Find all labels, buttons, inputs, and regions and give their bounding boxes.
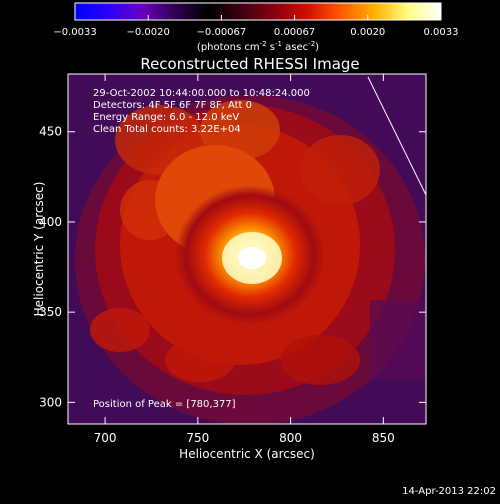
colorbar-tick-label: 0.00067 — [274, 27, 315, 38]
y-axis-ticks: 300 350 400 450 — [39, 125, 426, 409]
limb-line — [367, 76, 426, 196]
colorbar-tick-label: −0.0033 — [53, 27, 96, 38]
annotation-energy-range: Energy Range: 6.0 - 12.0 keV — [93, 112, 239, 123]
colorbar-tick-label: 0.0033 — [424, 27, 459, 38]
y-tick-label: 300 — [39, 395, 62, 409]
x-tick-label: 850 — [372, 431, 395, 445]
x-tick-label: 750 — [186, 431, 209, 445]
colorbar-tick-label: 0.0020 — [350, 27, 385, 38]
y-tick-label: 350 — [39, 305, 62, 319]
colorbar-ticks: −0.0033 −0.0020 −0.00067 0.00067 0.0020 0.003… — [53, 15, 459, 38]
annotation-time-range: 29-Oct-2002 10:44:00.000 to 10:48:24.000 — [93, 88, 310, 99]
colorbar-units: (photons cm-2 s-1 asec-2) — [197, 40, 319, 53]
colorbar-tick-label: −0.0020 — [127, 27, 170, 38]
annotation-detectors: Detectors: 4F 5F 6F 7F 8F, Att 0 — [93, 100, 252, 111]
y-tick-label: 400 — [39, 215, 62, 229]
y-axis-label: Heliocentric Y (arcsec) — [32, 182, 46, 317]
heatmap-image — [68, 74, 426, 424]
x-tick-label: 700 — [94, 431, 117, 445]
timestamp: 14-Apr-2013 22:02 — [402, 486, 496, 497]
x-axis-label: Heliocentric X (arcsec) — [179, 447, 315, 461]
x-tick-label: 800 — [279, 431, 302, 445]
x-axis-ticks: 700 750 800 850 — [94, 74, 395, 445]
annotation-peak-position: Position of Peak = [780,377] — [93, 399, 236, 410]
annotation-counts: Clean Total counts: 3.22E+04 — [93, 124, 241, 135]
plot-title: Reconstructed RHESSI Image — [140, 55, 359, 73]
colorbar — [74, 2, 442, 21]
plot-frame — [67, 73, 427, 425]
y-tick-label: 450 — [39, 125, 62, 139]
colorbar-tick-label: −0.00067 — [197, 27, 247, 38]
